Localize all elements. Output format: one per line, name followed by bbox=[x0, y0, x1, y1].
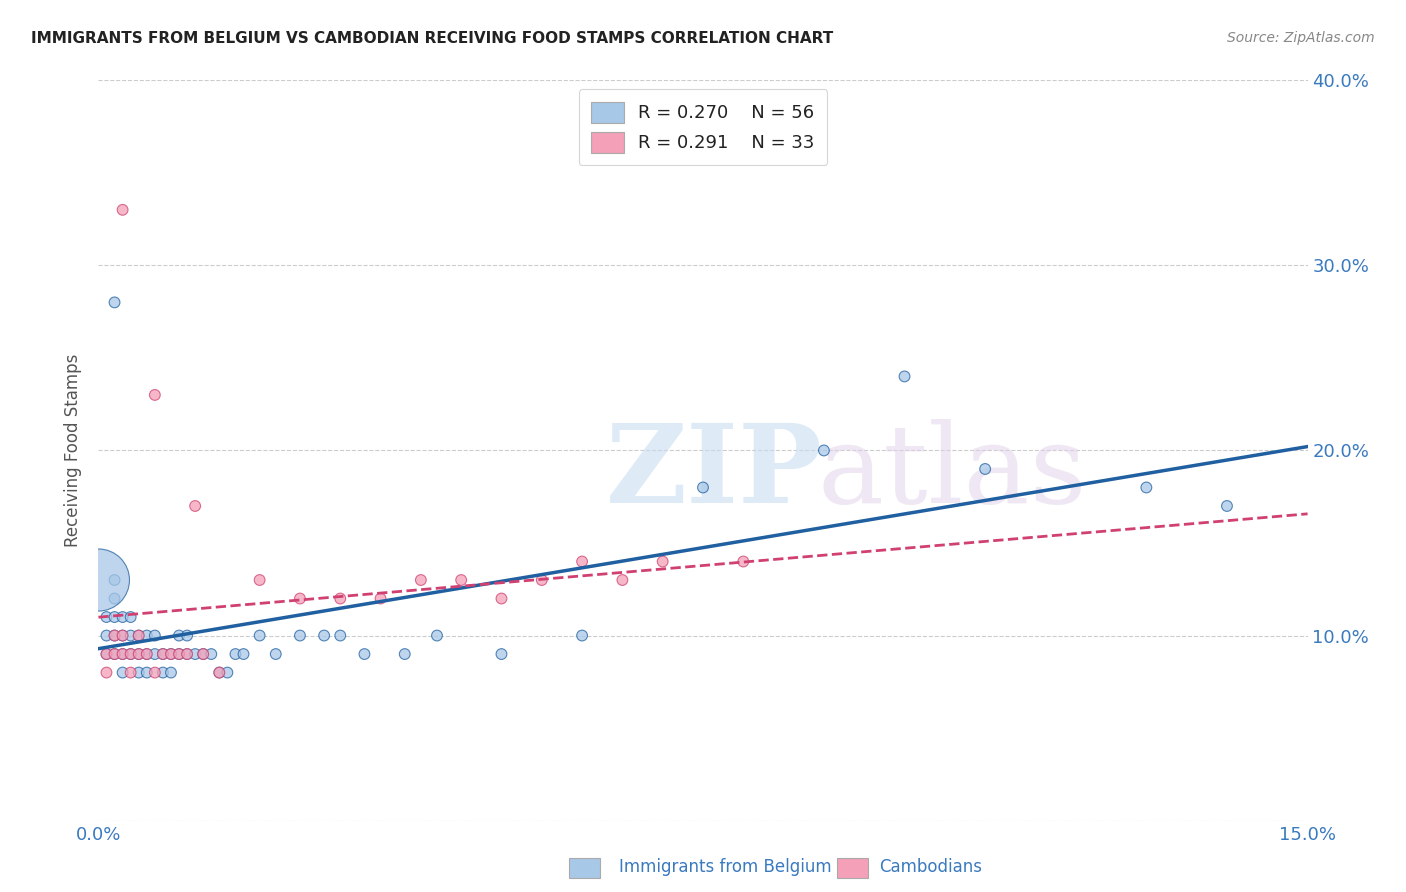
Point bbox=[96, 647, 118, 661]
Point bbox=[208, 665, 231, 680]
Point bbox=[167, 628, 190, 642]
Point bbox=[208, 665, 231, 680]
Point bbox=[111, 647, 134, 661]
Point bbox=[974, 462, 997, 476]
Point bbox=[120, 665, 142, 680]
Point bbox=[111, 647, 134, 661]
Point bbox=[409, 573, 432, 587]
Point bbox=[1216, 499, 1239, 513]
Point bbox=[143, 388, 166, 402]
Point bbox=[103, 647, 125, 661]
Point bbox=[426, 628, 449, 642]
Point bbox=[232, 647, 254, 661]
Point bbox=[96, 647, 118, 661]
Point bbox=[167, 647, 190, 661]
Point bbox=[135, 665, 157, 680]
Point bbox=[193, 647, 215, 661]
Point bbox=[128, 647, 150, 661]
Point bbox=[314, 628, 336, 642]
Point bbox=[893, 369, 915, 384]
Point bbox=[120, 628, 142, 642]
Point bbox=[160, 647, 183, 661]
Point bbox=[249, 573, 271, 587]
Point bbox=[571, 554, 593, 569]
Point bbox=[152, 665, 174, 680]
Point bbox=[176, 647, 198, 661]
Text: Immigrants from Belgium: Immigrants from Belgium bbox=[619, 858, 831, 876]
Point bbox=[612, 573, 634, 587]
Point bbox=[143, 628, 166, 642]
Point bbox=[176, 628, 198, 642]
Text: Cambodians: Cambodians bbox=[879, 858, 981, 876]
Point bbox=[288, 628, 311, 642]
Point bbox=[491, 647, 513, 661]
Point bbox=[491, 591, 513, 606]
Point bbox=[96, 610, 118, 624]
Y-axis label: Receiving Food Stamps: Receiving Food Stamps bbox=[65, 354, 83, 547]
Point bbox=[200, 647, 222, 661]
Point bbox=[329, 591, 352, 606]
Point bbox=[103, 295, 125, 310]
Point bbox=[103, 573, 125, 587]
Point bbox=[103, 591, 125, 606]
Point bbox=[96, 665, 118, 680]
Point bbox=[135, 647, 157, 661]
Point bbox=[394, 647, 416, 661]
Legend: R = 0.270    N = 56, R = 0.291    N = 33: R = 0.270 N = 56, R = 0.291 N = 33 bbox=[579, 89, 827, 165]
Point bbox=[450, 573, 472, 587]
Point bbox=[103, 610, 125, 624]
Point bbox=[152, 647, 174, 661]
Point bbox=[103, 628, 125, 642]
Point bbox=[135, 647, 157, 661]
Point bbox=[249, 628, 271, 642]
Point bbox=[128, 628, 150, 642]
Point bbox=[217, 665, 239, 680]
Point bbox=[87, 573, 110, 587]
Point bbox=[692, 481, 714, 495]
Point bbox=[370, 591, 392, 606]
Text: atlas: atlas bbox=[818, 419, 1087, 526]
Point bbox=[184, 647, 207, 661]
Point bbox=[193, 647, 215, 661]
Point bbox=[143, 665, 166, 680]
Text: ZIP: ZIP bbox=[606, 419, 823, 526]
Point bbox=[1135, 481, 1157, 495]
Point bbox=[111, 610, 134, 624]
Point bbox=[143, 647, 166, 661]
Point bbox=[120, 647, 142, 661]
Point bbox=[111, 202, 134, 217]
Point bbox=[128, 665, 150, 680]
Point bbox=[651, 554, 673, 569]
Point bbox=[167, 647, 190, 661]
Point bbox=[264, 647, 287, 661]
Point bbox=[111, 665, 134, 680]
Point bbox=[224, 647, 246, 661]
Point bbox=[184, 499, 207, 513]
Point bbox=[152, 647, 174, 661]
Point bbox=[128, 628, 150, 642]
Point bbox=[128, 647, 150, 661]
Point bbox=[160, 665, 183, 680]
Point bbox=[160, 647, 183, 661]
Point bbox=[530, 573, 553, 587]
Text: IMMIGRANTS FROM BELGIUM VS CAMBODIAN RECEIVING FOOD STAMPS CORRELATION CHART: IMMIGRANTS FROM BELGIUM VS CAMBODIAN REC… bbox=[31, 31, 834, 46]
Point bbox=[571, 628, 593, 642]
Point bbox=[120, 610, 142, 624]
Point bbox=[111, 628, 134, 642]
Point bbox=[353, 647, 375, 661]
Point bbox=[288, 591, 311, 606]
Point bbox=[813, 443, 835, 458]
Point bbox=[103, 628, 125, 642]
Point bbox=[111, 628, 134, 642]
Point bbox=[120, 647, 142, 661]
Text: Source: ZipAtlas.com: Source: ZipAtlas.com bbox=[1227, 31, 1375, 45]
Point bbox=[96, 628, 118, 642]
Point bbox=[733, 554, 755, 569]
Point bbox=[329, 628, 352, 642]
Point bbox=[103, 647, 125, 661]
Point bbox=[135, 628, 157, 642]
Point bbox=[176, 647, 198, 661]
